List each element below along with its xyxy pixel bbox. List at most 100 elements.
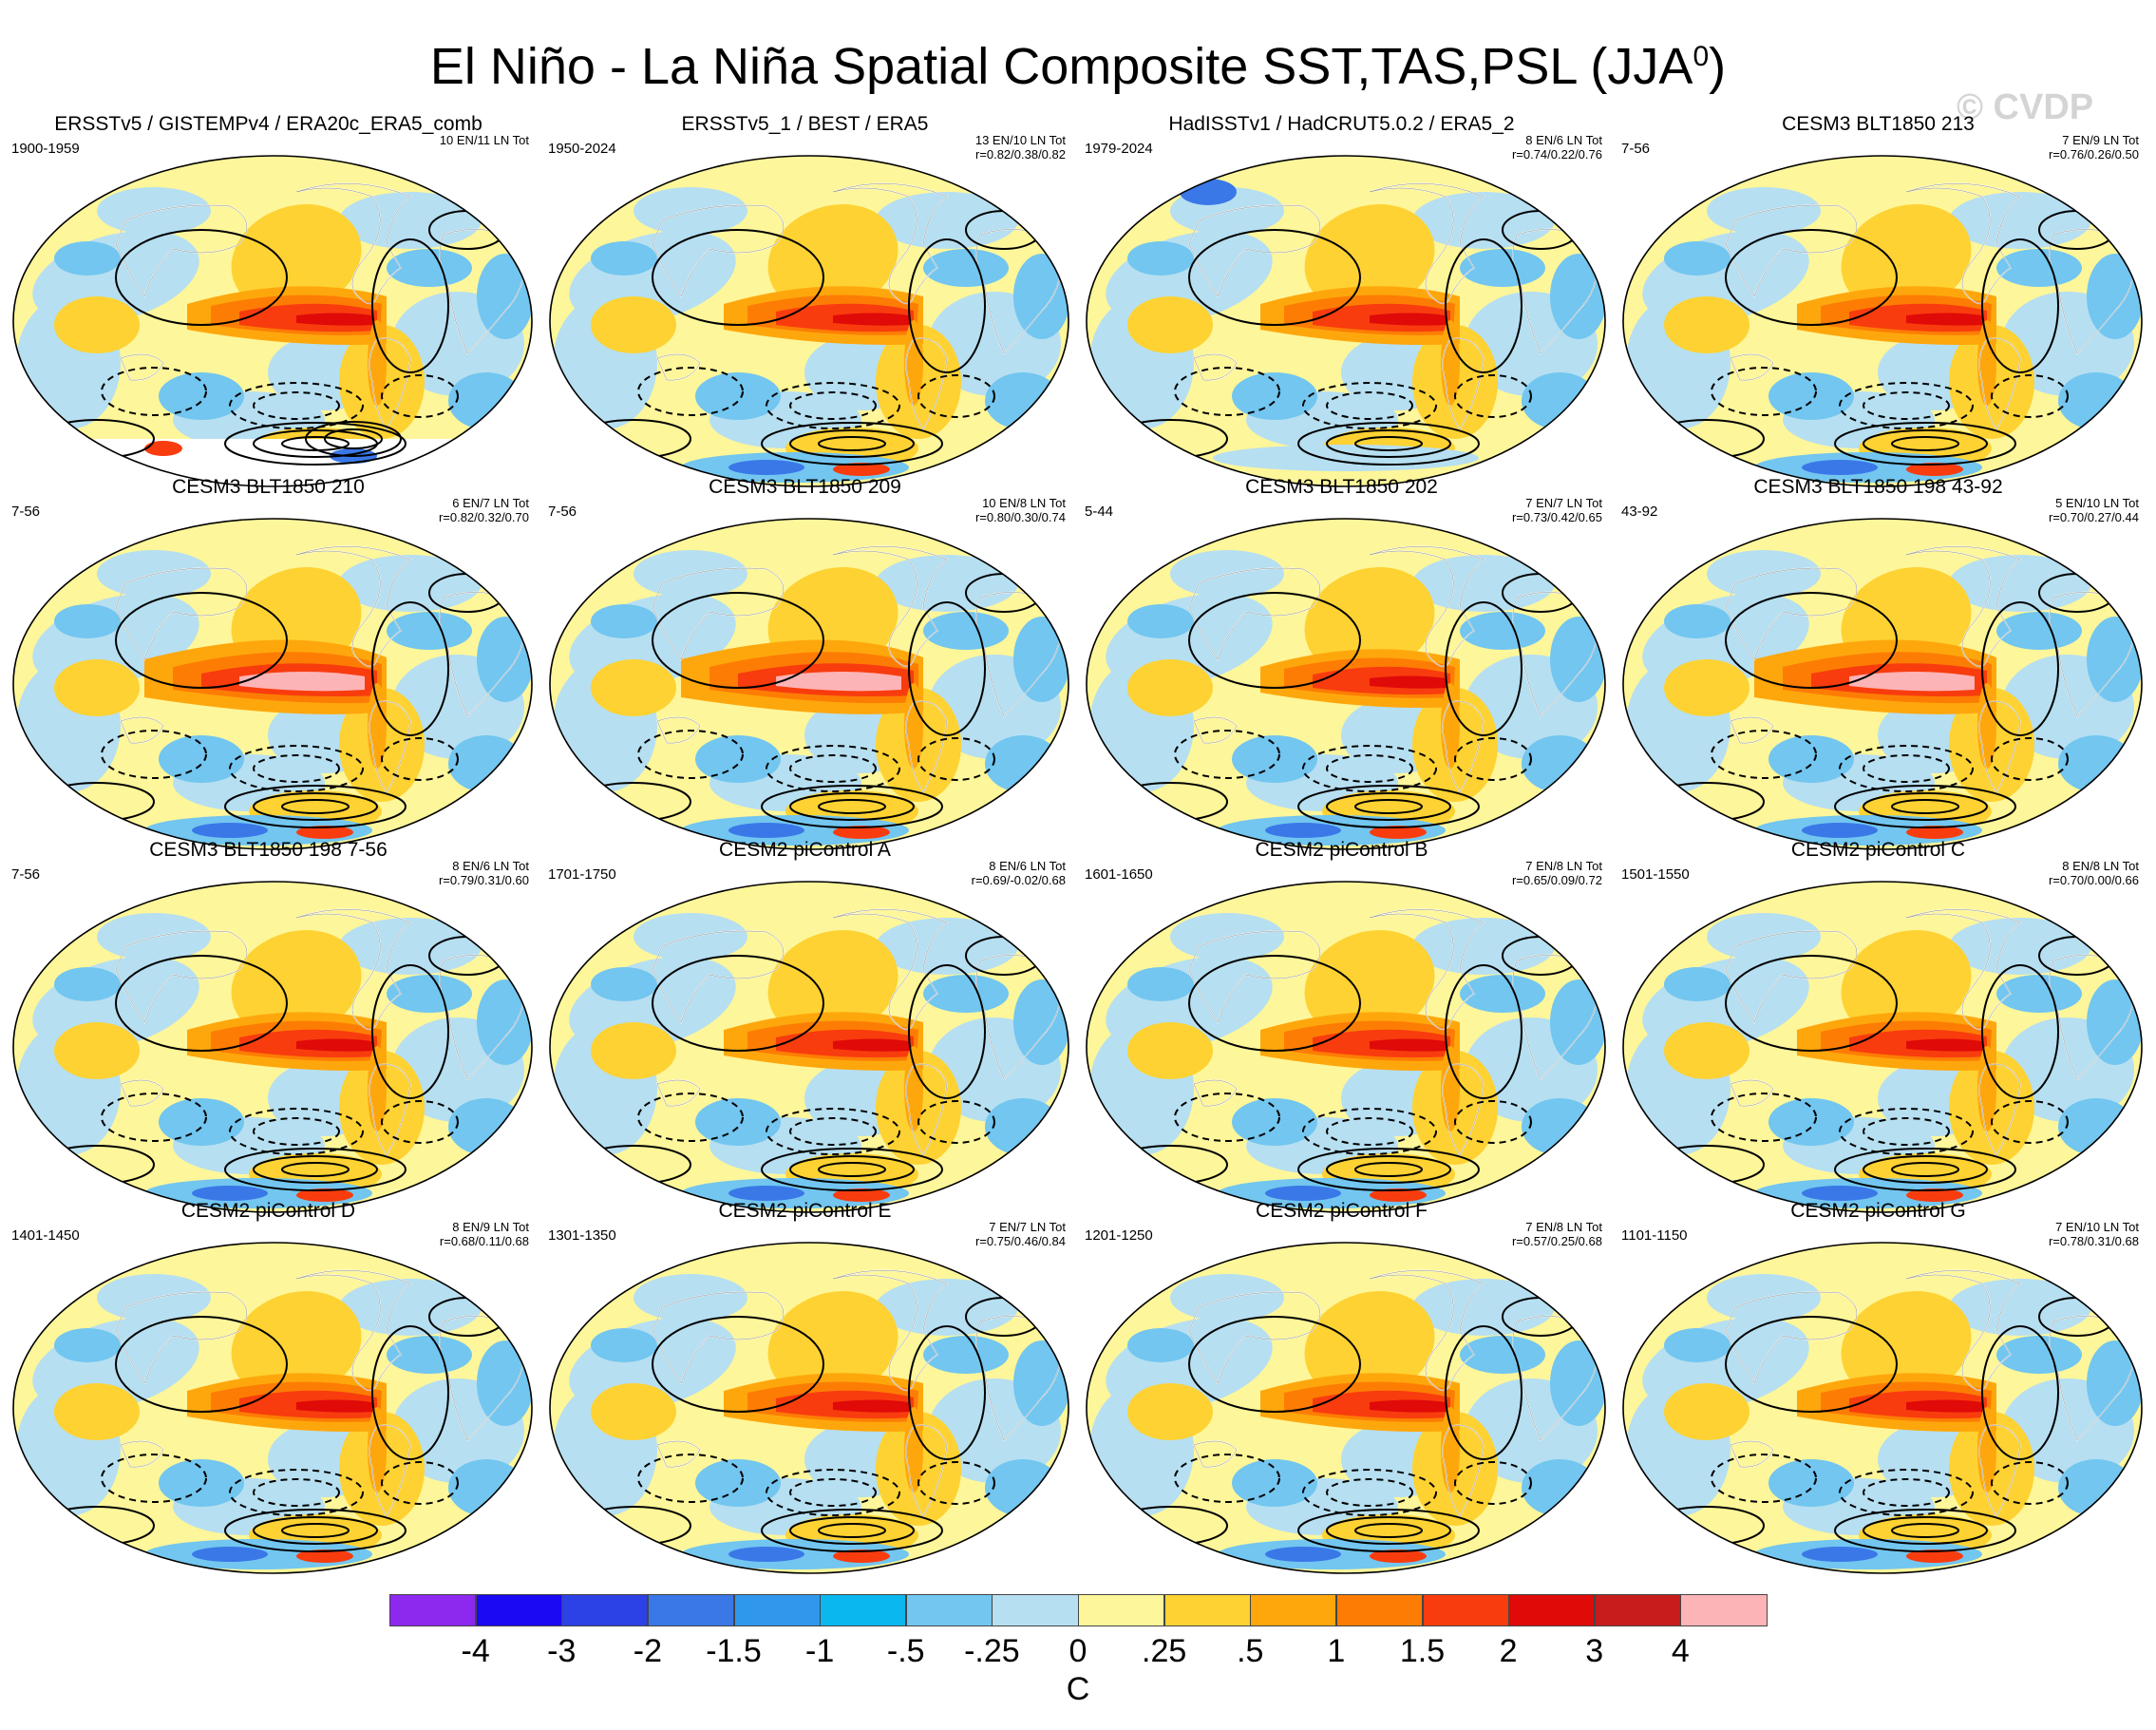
panel-stats: 6 EN/7 LN Tot r=0.82/0.32/0.70 bbox=[439, 496, 529, 524]
panel-period: 5-44 bbox=[1085, 504, 1114, 520]
panel-event-count: 7 EN/8 LN Tot bbox=[1525, 1220, 1602, 1234]
panel-event-count: 8 EN/6 LN Tot bbox=[452, 859, 529, 873]
map-panel: CESM2 piControl C 1501-1550 8 EN/8 LN Tot r… bbox=[1610, 838, 2147, 1218]
figure-title-text: El Niño - La Niña Spatial Composite SST,… bbox=[429, 38, 1693, 95]
colorbar-tick-label: -.5 bbox=[886, 1633, 925, 1669]
map-panel: ERSSTv5 / GISTEMPv4 / ERA20c_ERA5_comb 19… bbox=[0, 112, 537, 492]
panel-stats: 8 EN/6 LN Tot r=0.69/-0.02/0.68 bbox=[972, 859, 1066, 887]
panel-map bbox=[11, 154, 534, 493]
panel-pattern-correlation: r=0.82/0.32/0.70 bbox=[438, 510, 529, 524]
map-panel: CESM3 BLT1850 202 5-44 7 EN/7 LN Tot r=0.73… bbox=[1073, 475, 1610, 855]
panel-period: 1601-1650 bbox=[1085, 866, 1153, 883]
map-svg bbox=[12, 518, 533, 850]
colorbar-swatch bbox=[820, 1594, 907, 1626]
panel-period: 1101-1150 bbox=[1621, 1227, 1688, 1244]
map-panel: CESM3 BLT1850 209 7-56 10 EN/8 LN Tot r=0.8… bbox=[537, 475, 1073, 855]
panel-map bbox=[1621, 1241, 2144, 1580]
panel-stats: 8 EN/8 LN Tot r=0.70/0.00/0.66 bbox=[2049, 859, 2139, 887]
panel-event-count: 8 EN/9 LN Tot bbox=[452, 1220, 529, 1234]
colorbar-tick-label: 2 bbox=[1499, 1633, 1518, 1669]
panel-period: 7-56 bbox=[1621, 141, 1651, 157]
colorbar-swatch bbox=[1422, 1594, 1509, 1626]
panel-period: 1701-1750 bbox=[548, 866, 616, 883]
panel-period: 1979-2024 bbox=[1085, 141, 1153, 157]
colorbar-swatch bbox=[905, 1594, 993, 1626]
colorbar-tick-label: -.25 bbox=[964, 1633, 1020, 1669]
colorbar-tick-label: -2 bbox=[633, 1633, 662, 1669]
panel-period: 7-56 bbox=[548, 504, 577, 520]
panel-title: CESM2 piControl D bbox=[180, 1200, 356, 1222]
panel-stats: 8 EN/9 LN Tot r=0.68/0.11/0.68 bbox=[440, 1220, 529, 1248]
panel-period: 1950-2024 bbox=[548, 141, 616, 157]
panel-event-count: 10 EN/11 LN Tot bbox=[439, 133, 529, 147]
map-panel: CESM3 BLT1850 198 43-92 43-92 5 EN/10 LN T… bbox=[1610, 475, 2147, 855]
panel-pattern-correlation: r=0.75/0.46/0.84 bbox=[974, 1234, 1066, 1248]
panel-pattern-correlation: r=0.70/0.00/0.66 bbox=[2048, 873, 2139, 887]
panel-period: 1201-1250 bbox=[1085, 1227, 1153, 1244]
panel-stats: 7 EN/10 LN Tot r=0.78/0.31/0.68 bbox=[2049, 1220, 2139, 1248]
map-svg bbox=[1086, 518, 1606, 850]
map-panel: CESM2 piControl G 1101-1150 7 EN/10 LN Tot… bbox=[1610, 1199, 2147, 1579]
map-panel: HadISSTv1 / HadCRUT5.0.2 / ERA5_2 1979-20… bbox=[1073, 112, 1610, 492]
colorbar-swatch bbox=[992, 1594, 1079, 1626]
panel-event-count: 8 EN/6 LN Tot bbox=[989, 859, 1066, 873]
colorbar-tick-label: 1.5 bbox=[1399, 1633, 1446, 1669]
panel-pattern-correlation: r=0.79/0.31/0.60 bbox=[438, 873, 529, 887]
colorbar-tick-label: .25 bbox=[1141, 1633, 1187, 1669]
map-panel: CESM2 piControl D 1401-1450 8 EN/9 LN Tot r… bbox=[0, 1199, 537, 1579]
panel-period: 1501-1550 bbox=[1621, 866, 1690, 883]
colorbar-tick-label: 4 bbox=[1671, 1633, 1690, 1669]
panel-title: HadISSTv1 / HadCRUT5.0.2 / ERA5_2 bbox=[1168, 113, 1515, 135]
map-svg bbox=[12, 881, 533, 1213]
panel-event-count: 8 EN/8 LN Tot bbox=[2062, 859, 2139, 873]
panel-map bbox=[1085, 880, 1607, 1219]
panel-map bbox=[548, 517, 1070, 856]
colorbar-swatch bbox=[1163, 1594, 1251, 1626]
panel-stats: 7 EN/7 LN Tot r=0.73/0.42/0.65 bbox=[1512, 496, 1602, 524]
map-panel: ERSSTv5_1 / BEST / ERA5 1950-2024 13 EN/10… bbox=[537, 112, 1073, 492]
map-panel: CESM2 piControl F 1201-1250 7 EN/8 LN Tot r… bbox=[1073, 1199, 1610, 1579]
panel-event-count: 7 EN/9 LN Tot bbox=[2062, 133, 2139, 147]
map-panel: CESM2 piControl E 1301-1350 7 EN/7 LN Tot r… bbox=[537, 1199, 1073, 1579]
panel-title: CESM2 piControl B bbox=[1255, 839, 1428, 861]
colorbar-tick-label: -3 bbox=[547, 1633, 577, 1669]
panel-stats: 8 EN/6 LN Tot r=0.74/0.22/0.76 bbox=[1512, 133, 1602, 162]
panel-title: CESM2 piControl C bbox=[1790, 839, 1966, 861]
panel-map bbox=[1085, 517, 1607, 856]
panel-stats: 10 EN/11 LN Tot bbox=[440, 133, 529, 147]
colorbar-swatch bbox=[1250, 1594, 1337, 1626]
colorbar-tick-label: 3 bbox=[1585, 1633, 1604, 1669]
panel-event-count: 10 EN/8 LN Tot bbox=[982, 496, 1066, 510]
panel-stats: 8 EN/6 LN Tot r=0.79/0.31/0.60 bbox=[439, 859, 529, 887]
panel-event-count: 7 EN/8 LN Tot bbox=[1525, 859, 1602, 873]
panel-stats: 7 EN/8 LN Tot r=0.57/0.25/0.68 bbox=[1512, 1220, 1602, 1248]
panel-title: CESM2 piControl E bbox=[718, 1200, 892, 1222]
panel-period: 7-56 bbox=[11, 866, 41, 883]
panel-event-count: 7 EN/10 LN Tot bbox=[2055, 1220, 2139, 1234]
panel-event-count: 8 EN/6 LN Tot bbox=[1525, 133, 1602, 147]
panel-map bbox=[1085, 1241, 1607, 1580]
map-svg bbox=[1086, 881, 1606, 1213]
colorbar-labels: -4 -3 -2 -1.5 -1 -.5 -.25 0 .25 .5 1 1.5 2 3 4 bbox=[0, 1632, 2156, 1670]
colorbar-swatch bbox=[647, 1594, 734, 1626]
panel-map bbox=[548, 1241, 1070, 1580]
map-svg bbox=[549, 1242, 1069, 1574]
panel-stats: 5 EN/10 LN Tot r=0.70/0.27/0.44 bbox=[2049, 496, 2139, 524]
panel-map bbox=[1621, 154, 2144, 493]
panel-pattern-correlation: r=0.76/0.26/0.50 bbox=[2048, 147, 2139, 162]
panel-pattern-correlation: r=0.70/0.27/0.44 bbox=[2048, 510, 2139, 524]
map-panel: CESM3 BLT1850 213 7-56 7 EN/9 LN Tot r=0.76… bbox=[1610, 112, 2147, 492]
panel-stats: 7 EN/9 LN Tot r=0.76/0.26/0.50 bbox=[2049, 133, 2139, 162]
panel-title: CESM3 BLT1850 198 7-56 bbox=[149, 839, 388, 861]
map-svg bbox=[549, 155, 1069, 487]
map-panel: CESM3 BLT1850 198 7-56 7-56 8 EN/6 LN Tot r… bbox=[0, 838, 537, 1218]
map-svg bbox=[12, 1242, 533, 1574]
panel-event-count: 6 EN/7 LN Tot bbox=[452, 496, 529, 510]
colorbar-swatch bbox=[389, 1594, 477, 1626]
map-panel: CESM2 piControl B 1601-1650 7 EN/8 LN Tot r… bbox=[1073, 838, 1610, 1218]
panel-pattern-correlation: r=0.82/0.38/0.82 bbox=[974, 147, 1066, 162]
panel-map bbox=[11, 880, 534, 1219]
figure-title-end: ) bbox=[1709, 38, 1727, 95]
panel-map bbox=[11, 1241, 534, 1580]
